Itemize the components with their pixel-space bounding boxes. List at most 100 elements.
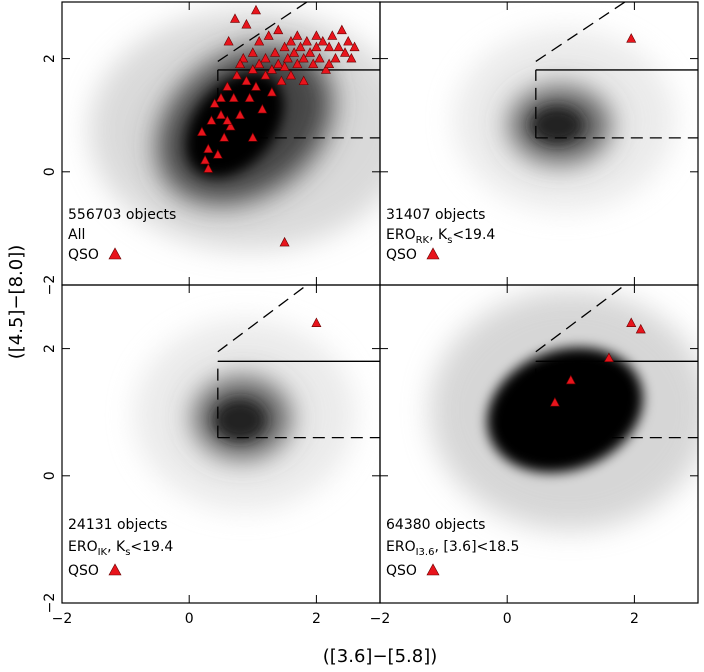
qso-marker	[225, 120, 236, 131]
qso-marker	[565, 374, 576, 385]
qso-marker	[260, 69, 271, 80]
qso-marker	[279, 236, 290, 247]
selection-label-part: , [3.6]<18.5	[434, 539, 519, 555]
qso-marker	[222, 81, 233, 91]
legend-marker	[426, 563, 440, 576]
qso-marker	[247, 47, 258, 57]
qso-marker	[314, 52, 325, 63]
qso-marker	[333, 41, 344, 52]
count-label: 31407 objects	[386, 207, 485, 223]
selection-label: EROIK, Ks<19.4	[68, 539, 173, 558]
qso-marker	[250, 81, 261, 91]
qso-marker	[292, 30, 303, 40]
qso-marker	[292, 58, 303, 69]
selection-label-part: I3.6	[416, 547, 435, 558]
legend-marker	[108, 563, 122, 576]
qso-marker	[200, 154, 211, 165]
density	[430, 290, 698, 530]
selection-label-part: ERO	[386, 539, 416, 555]
selection-label-part: , K	[429, 227, 448, 243]
qso-marker	[247, 64, 258, 74]
density	[135, 320, 355, 510]
qso-marker	[254, 58, 265, 69]
panel	[217, 285, 380, 439]
legend-label: QSO	[68, 563, 99, 579]
x-tick-label: 2	[312, 611, 321, 627]
selection-label-part: ERO	[386, 227, 416, 243]
qso-marker	[327, 30, 338, 40]
qso-marker	[222, 115, 233, 125]
qso-marker	[324, 58, 335, 69]
qso-marker	[340, 47, 351, 57]
qso-marker	[603, 352, 614, 362]
qso-marker	[266, 86, 277, 97]
qso-marker	[308, 58, 319, 69]
y-axis-label: ([4.5]−[8.0])	[6, 245, 27, 359]
qso-marker	[320, 64, 331, 74]
density-maps	[90, 10, 698, 530]
selection-label-part: All	[68, 227, 85, 243]
x-tick-label: 2	[630, 611, 639, 627]
selection-label-part: <19.4	[452, 227, 495, 243]
qso-marker	[257, 103, 268, 114]
y-tick-label: 0	[42, 471, 58, 480]
count-label: 24131 objects	[68, 517, 167, 533]
qso-marker	[203, 143, 214, 153]
selection-label-part: IK	[98, 547, 108, 558]
qso-marker	[343, 35, 354, 46]
qso-marker	[289, 47, 300, 57]
qso-marker	[206, 115, 217, 125]
qso-marker	[298, 75, 309, 86]
qso-marker	[311, 41, 322, 52]
count-label: 64380 objects	[386, 517, 485, 533]
qso-marker	[254, 35, 265, 46]
qso-marker	[250, 4, 261, 15]
y-tick-label: 2	[42, 344, 58, 353]
x-tick-label: −2	[370, 611, 391, 627]
selection-label-part: RK	[416, 235, 430, 246]
qso-marker	[635, 323, 646, 334]
legend-label: QSO	[386, 247, 417, 263]
x-tick-label: 0	[503, 611, 512, 627]
qso-marker	[276, 75, 287, 86]
legend-marker	[108, 247, 122, 260]
selection-label: All	[68, 227, 85, 243]
qso-marker	[247, 132, 258, 142]
qso-marker	[266, 64, 277, 74]
qso-marker	[228, 92, 239, 103]
qso-marker	[311, 317, 322, 327]
qso-marker	[295, 41, 306, 52]
qso-marker	[317, 35, 328, 46]
y-tick-label: 0	[42, 167, 58, 176]
qso-marker	[203, 163, 214, 173]
qso-marker	[349, 41, 360, 52]
qso-marker	[212, 149, 223, 159]
qso-marker	[216, 92, 226, 103]
qso-marker	[626, 33, 637, 43]
panel	[535, 2, 698, 139]
selection-label: ERORK, Ks<19.4	[386, 227, 495, 246]
qso-marker	[336, 24, 347, 35]
selection-label-part: s	[447, 235, 452, 246]
qso-marker	[244, 92, 255, 103]
qso-marker	[260, 52, 271, 63]
qso-marker	[223, 35, 234, 46]
qso-marker	[626, 317, 637, 327]
qso-marker	[324, 41, 335, 52]
legend-label: QSO	[386, 563, 417, 579]
panel	[196, 2, 380, 247]
legend-marker	[426, 247, 440, 260]
x-tick-label: −2	[52, 611, 73, 627]
qso-marker	[241, 75, 252, 86]
qso-marker	[235, 109, 246, 119]
selection-label-part: ERO	[68, 539, 98, 555]
qso-marker	[311, 30, 322, 40]
qso-marker	[298, 52, 309, 63]
x-axis-label: ([3.6]−[5.8])	[323, 646, 437, 667]
qso-marker	[330, 52, 341, 63]
x-tick-label: 0	[185, 611, 194, 627]
qso-marker	[285, 69, 296, 80]
qso-marker	[282, 52, 293, 63]
selection-label-part: , K	[107, 539, 126, 555]
